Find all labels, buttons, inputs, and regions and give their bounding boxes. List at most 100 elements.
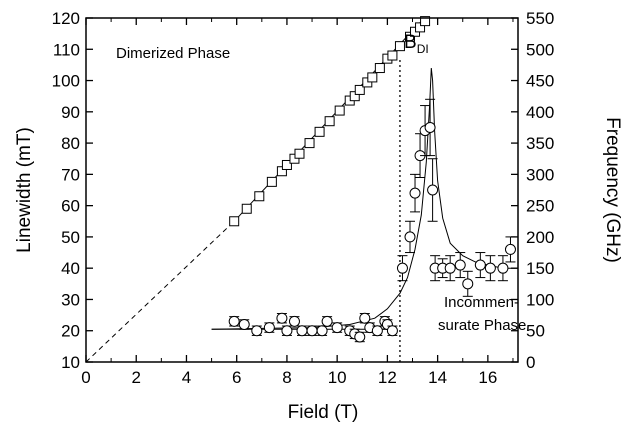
y-right-tick-label: 500 [526,40,554,59]
data-point-square [281,159,292,170]
plot-frame [85,17,519,363]
data-point-square [324,116,335,127]
x-tick-label: 4 [182,368,191,387]
data-point-circle [316,325,328,337]
data-point-circle [288,315,300,327]
data-point-circle [396,262,408,274]
axes: 0 2 4 6 8 10 12 14 16 10 20 30 40 50 60 70 80 90 100 110 120… [52,9,555,387]
data-point-circle [228,315,240,327]
data-point-circle [354,331,366,343]
data-point-circle [296,325,308,337]
data-point-circle [263,322,275,334]
data-point-circle [359,312,371,324]
annotations: Dimerized Phase Incommen- surate Phase B… [14,32,623,423]
fit-line-2 [211,67,518,330]
y-left-tick-label: 110 [53,40,80,59]
data-point-circle [474,259,486,271]
data-point-square [415,22,426,33]
data-point-circle [484,262,496,274]
y-right-tick-label: 50 [526,322,545,341]
annotation-incommensurate-line2: surate Phase [438,317,526,334]
annotation-incommensurate-line1: Incommen- [444,294,519,311]
y-right-tick-label: 0 [526,353,535,372]
data-point-circle [238,318,250,330]
y-right-tick-label: 150 [526,259,554,278]
data-point-circle [404,231,416,243]
data-point-circle [444,262,456,274]
data-point-circle [371,325,383,337]
y-right-tick-label: 450 [526,72,554,91]
x-tick-label: 0 [81,368,90,387]
data-markers [228,16,516,343]
data-point-circle [462,278,474,290]
x-tick-label: 16 [478,368,497,387]
x-axis-title: Field (T) [288,402,359,423]
data-point-square [374,63,385,74]
fit-line-1 [86,220,235,362]
y-left-tick-label: 40 [61,259,80,278]
data-point-circle [497,262,509,274]
data-point-square [354,84,365,95]
data-point-circle [251,325,263,337]
y-left-tick-label: 50 [61,228,80,247]
y-left-tick-label: 70 [61,165,80,184]
data-point-square [387,50,398,61]
x-tick-label: 10 [328,368,347,387]
data-point-circle [454,259,466,271]
data-point-square [289,153,300,164]
y-right-tick-label: 350 [526,134,554,153]
bdi-subscript: DI [417,42,429,56]
x-tick-label: 14 [428,368,447,387]
data-point-square [304,138,315,149]
y-right-tick-label: 300 [526,165,554,184]
data-point-square [334,105,345,116]
bdi-main: B [404,32,417,53]
data-point-square [420,16,431,27]
data-point-square [276,166,287,177]
x-tick-label: 6 [232,368,241,387]
y-left-tick-label: 120 [52,9,80,28]
y-axis-left-title: Linewidth (mT) [14,127,35,253]
annotation-dimerized-phase: Dimerized Phase [116,45,230,62]
data-point-circle [409,187,421,199]
y-left-tick-label: 20 [61,322,80,341]
y-right-tick-label: 200 [526,228,554,247]
y-right-tick-label: 100 [526,290,554,309]
x-tick-label: 2 [131,368,140,387]
y-left-tick-label: 100 [52,72,80,91]
data-point-square [241,203,252,214]
y-left-tick-label: 80 [61,134,80,153]
y-axis-right-title: Frequency (GHz) [602,117,623,263]
data-point-circle [424,121,436,133]
data-point-circle [281,325,293,337]
y-right-tick-label: 550 [526,9,554,28]
data-point-square [254,191,265,202]
y-left-tick-label: 90 [61,103,80,122]
data-point-square [229,216,240,227]
y-left-tick-label: 60 [61,197,80,216]
data-point-square [367,72,378,83]
data-point-square [314,126,325,137]
x-tick-label: 12 [378,368,397,387]
data-point-circle [427,184,439,196]
data-point-circle [321,315,333,327]
annotation-bdi-label: BDI [404,32,429,56]
x-tick-label: 8 [282,368,291,387]
data-point-circle [276,312,288,324]
fit-line-0 [233,18,426,222]
data-point-square [266,176,277,187]
data-point-circle [386,325,398,337]
y-right-tick-label: 250 [526,197,554,216]
data-point-square [362,77,373,88]
data-point-square [349,91,360,102]
data-point-square [405,31,415,42]
y-left-tick-label: 10 [61,353,80,372]
data-point-square [394,41,405,52]
data-point-square [294,148,305,159]
data-point-circle [306,325,318,337]
y-right-tick-label: 400 [526,103,554,122]
data-point-circle [331,322,343,334]
data-point-circle [504,243,516,255]
y-left-tick-label: 30 [61,290,80,309]
